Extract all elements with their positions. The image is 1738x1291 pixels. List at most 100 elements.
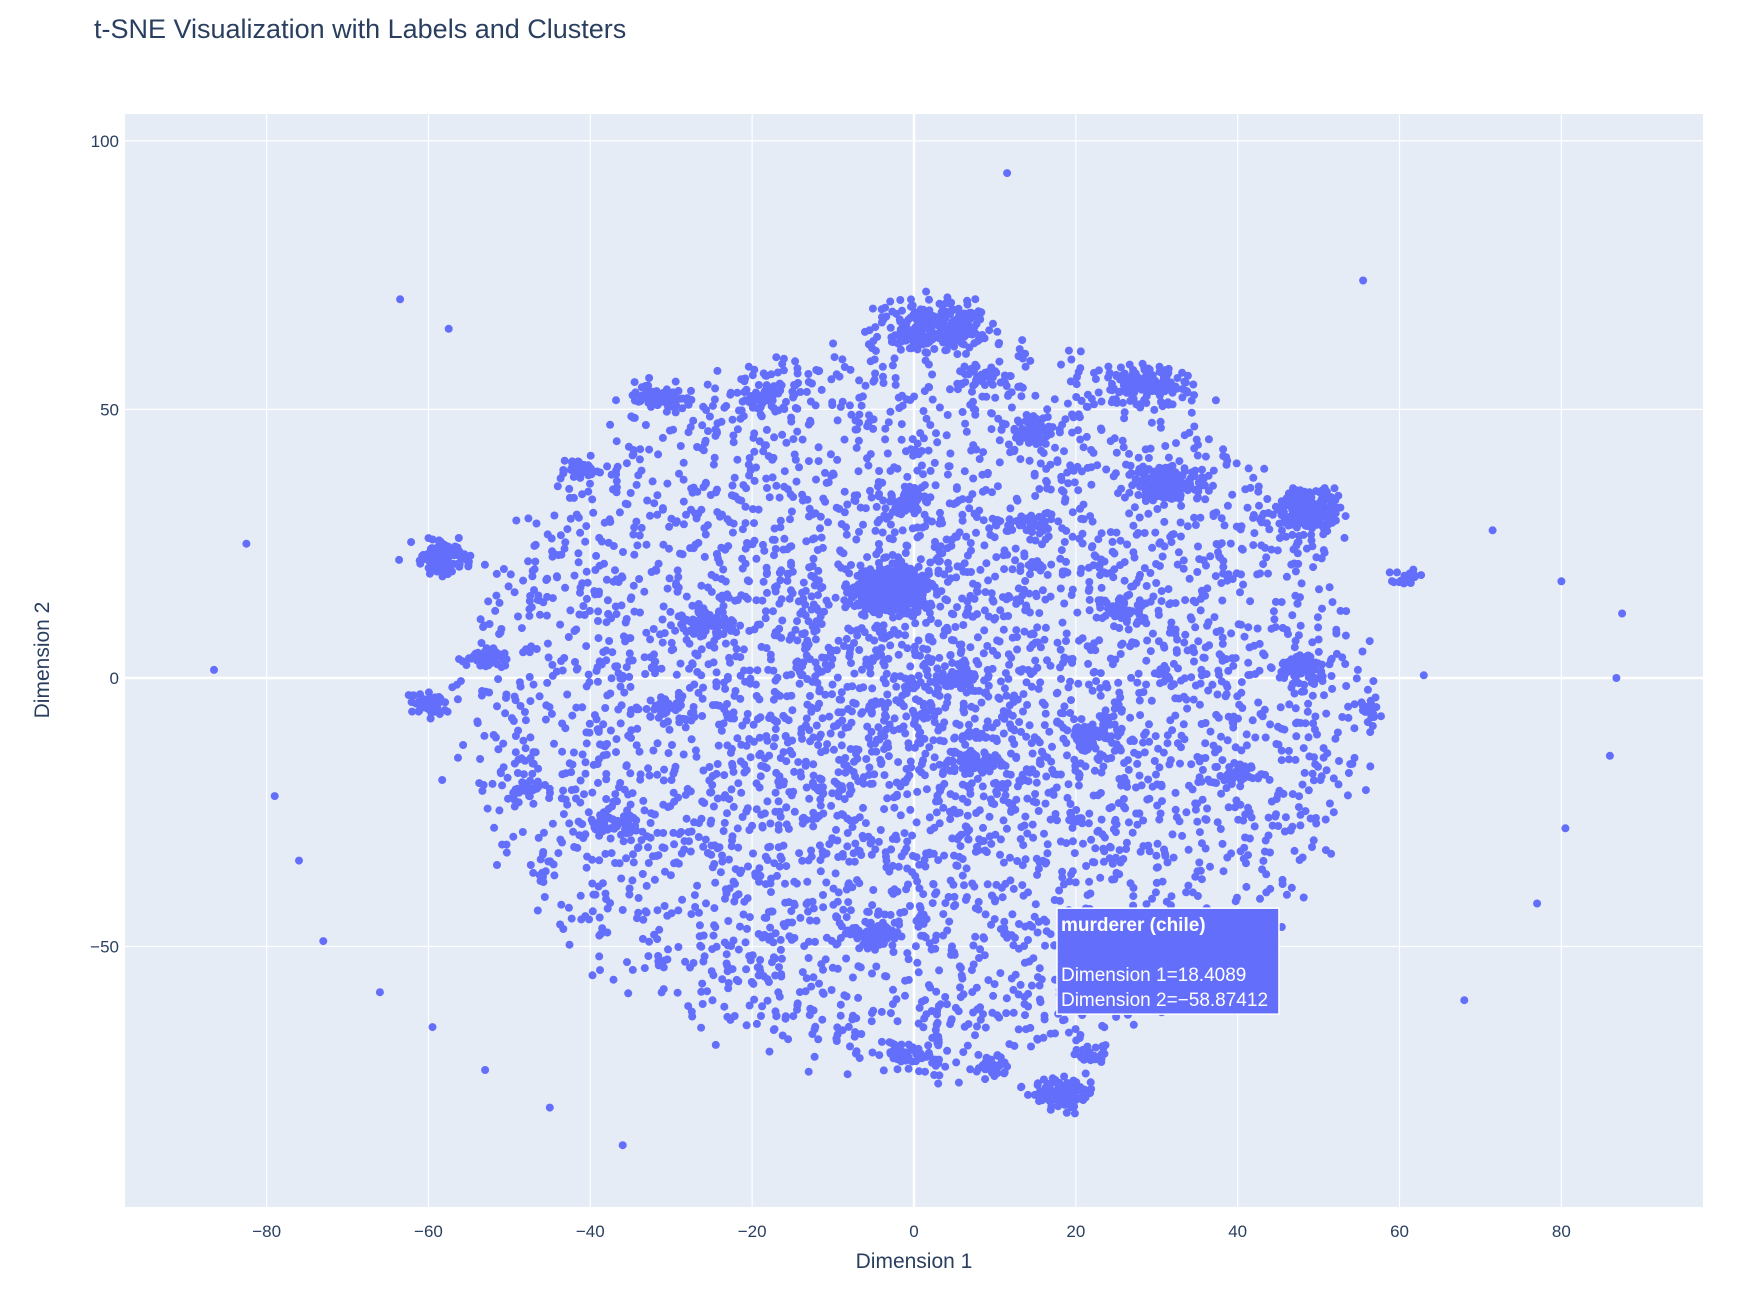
data-point[interactable] (885, 780, 894, 789)
data-point[interactable] (703, 987, 712, 996)
data-point[interactable] (658, 638, 667, 647)
data-point[interactable] (459, 741, 468, 749)
data-point[interactable] (1171, 805, 1180, 814)
data-point[interactable] (874, 577, 883, 586)
data-point[interactable] (920, 387, 929, 396)
data-point[interactable] (1041, 859, 1050, 868)
data-point[interactable] (806, 916, 814, 925)
data-point[interactable] (536, 610, 544, 619)
data-point[interactable] (966, 539, 975, 547)
data-point[interactable] (956, 964, 965, 972)
data-point[interactable] (904, 880, 912, 889)
data-point[interactable] (729, 431, 738, 440)
data-point[interactable] (1049, 790, 1058, 799)
data-point[interactable] (1277, 526, 1286, 535)
data-point[interactable] (550, 871, 559, 880)
data-point[interactable] (543, 530, 552, 539)
data-point[interactable] (1022, 732, 1031, 741)
data-point[interactable] (663, 584, 672, 593)
data-point[interactable] (669, 769, 678, 778)
data-point[interactable] (1059, 709, 1068, 718)
data-point[interactable] (665, 522, 674, 531)
data-point[interactable] (750, 429, 759, 438)
data-point[interactable] (718, 857, 727, 866)
data-point[interactable] (1139, 816, 1148, 825)
data-point[interactable] (1038, 698, 1047, 707)
data-point[interactable] (796, 913, 805, 922)
data-point[interactable] (1277, 598, 1286, 607)
data-point[interactable] (1058, 873, 1067, 882)
data-point[interactable] (843, 500, 852, 509)
data-point[interactable] (872, 550, 881, 559)
data-point[interactable] (766, 923, 775, 932)
data-point[interactable] (1057, 360, 1065, 369)
data-point[interactable] (935, 653, 944, 662)
data-point[interactable] (494, 745, 503, 754)
data-point[interactable] (913, 533, 922, 542)
data-point[interactable] (1195, 828, 1204, 837)
data-point[interactable] (1022, 1025, 1030, 1034)
data-point[interactable] (760, 762, 769, 771)
data-point[interactable] (728, 481, 737, 490)
data-point[interactable] (723, 674, 732, 683)
data-point[interactable] (727, 785, 736, 794)
data-point[interactable] (813, 546, 822, 554)
data-point[interactable] (524, 557, 533, 566)
data-point[interactable] (1036, 459, 1045, 468)
data-point[interactable] (866, 357, 875, 366)
data-point[interactable] (833, 897, 842, 906)
data-point[interactable] (1217, 539, 1226, 548)
data-point[interactable] (672, 858, 681, 867)
data-point[interactable] (732, 975, 741, 984)
data-point[interactable] (536, 855, 545, 864)
data-point[interactable] (806, 692, 814, 700)
data-point[interactable] (787, 907, 796, 916)
data-point[interactable] (971, 932, 980, 941)
data-point[interactable] (940, 662, 949, 671)
data-point[interactable] (965, 504, 974, 513)
data-point[interactable] (529, 868, 538, 877)
data-point[interactable] (626, 682, 635, 691)
data-point[interactable] (654, 450, 663, 459)
data-point[interactable] (548, 660, 557, 669)
data-point[interactable] (1015, 666, 1023, 675)
data-point[interactable] (1171, 599, 1180, 608)
data-point[interactable] (842, 580, 850, 589)
data-point[interactable] (1153, 839, 1162, 848)
data-point[interactable] (768, 535, 777, 544)
data-point[interactable] (988, 488, 996, 497)
data-point[interactable] (802, 900, 811, 908)
data-point[interactable] (995, 458, 1004, 467)
data-point[interactable] (1191, 872, 1200, 881)
data-point[interactable] (1331, 734, 1340, 743)
data-point[interactable] (888, 361, 897, 370)
data-point[interactable] (1203, 804, 1212, 813)
data-point[interactable] (473, 717, 482, 726)
data-point[interactable] (1218, 596, 1227, 605)
data-point[interactable] (958, 794, 967, 803)
data-point[interactable] (903, 837, 912, 846)
data-point[interactable] (993, 327, 1002, 336)
data-point[interactable] (528, 759, 537, 768)
data-point[interactable] (717, 726, 726, 735)
data-point[interactable] (1248, 716, 1257, 725)
data-point[interactable] (529, 680, 538, 689)
data-point[interactable] (804, 954, 813, 962)
data-point[interactable] (970, 509, 979, 518)
data-point[interactable] (1184, 881, 1193, 890)
data-point[interactable] (1219, 867, 1228, 876)
data-point[interactable] (758, 596, 767, 605)
data-point[interactable] (1187, 760, 1196, 769)
data-point[interactable] (776, 945, 785, 954)
data-point[interactable] (1169, 530, 1178, 539)
data-point[interactable] (931, 936, 940, 945)
data-point[interactable] (738, 525, 747, 534)
data-point[interactable] (787, 561, 796, 570)
data-point[interactable] (847, 659, 855, 668)
data-point[interactable] (721, 639, 730, 648)
data-point[interactable] (543, 574, 551, 583)
data-point[interactable] (1008, 910, 1017, 919)
data-point[interactable] (533, 595, 542, 604)
data-point[interactable] (854, 846, 862, 855)
data-point[interactable] (1027, 682, 1036, 691)
